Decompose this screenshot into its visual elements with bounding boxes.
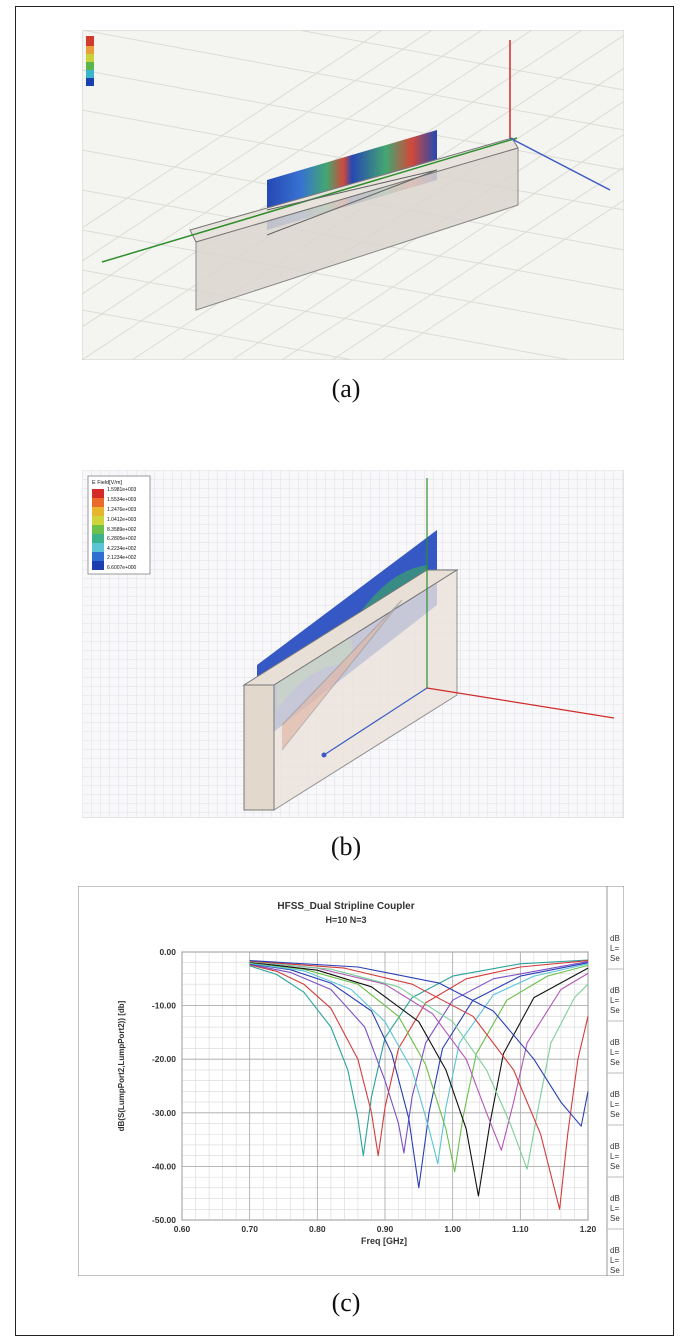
figure-frame [15,6,674,1336]
legend-tab-text: Se [610,1162,620,1171]
legend-tab-text: dB [610,1246,620,1255]
legend-tab-text: Se [610,1266,620,1275]
chart-grid [181,951,589,1221]
axis-blue [509,137,611,191]
chart-subtitle: H=10 N=3 [325,915,366,925]
y-axis-label: dB(S(LumpPort2,LumpPort2)) [db] [117,1000,126,1131]
legend-tab-text: L= [610,1152,619,1161]
s-parameter-chart: HFSS_Dual Stripline Coupler H=10 N=3 0.6… [77,885,625,1282]
x-tick-label: 0.90 [377,1224,394,1234]
caption-a: (a) [331,374,361,403]
legend-tab-text: dB [610,1194,620,1203]
legend-value: 1.5534e+003 [107,497,137,503]
legend-value: 2.1234e+002 [107,555,137,561]
x-tick-label: 1.00 [444,1224,461,1234]
legend-tab-text: L= [610,1204,619,1213]
x-tick-label: 0.80 [309,1224,326,1234]
chart-series [249,959,589,1210]
y-tick-labels: 0.00 -10.00 -20.00 -30.00 -40.00 -50.00 [152,947,176,1225]
axis-blue [323,687,428,756]
panel-c: HFSS_Dual Stripline Coupler H=10 N=3 0.6… [77,885,625,1282]
legend-tab-text: L= [610,1256,619,1265]
legend-tab-text: dB [610,1142,620,1151]
legend-tab-text: Se [610,1058,620,1067]
legend-tab-text: L= [610,1100,619,1109]
axis-red [426,687,615,719]
y-tick-label: -10.00 [152,1001,176,1011]
legend-value: 1.2476e+003 [107,507,137,513]
legend-tab-text: dB [610,1090,620,1099]
series-line-5 [249,962,589,1165]
y-tick-label: -20.00 [152,1054,176,1064]
legend-value: 6.6007e+000 [107,565,137,571]
x-tick-label: 0.70 [241,1224,258,1234]
legend-tab-text: dB [610,986,620,995]
y-tick-label: 0.00 [159,947,176,957]
series-line-9 [249,961,589,1170]
legend-tab-text: L= [610,944,619,953]
x-axis-label: Freq [GHz] [361,1236,407,1246]
legend-tab-text: dB [610,1038,620,1047]
series-line-4 [249,962,589,1189]
series-line-11 [249,960,589,1127]
series-line-10 [249,960,589,1210]
legend-tab-text: L= [610,1048,619,1057]
panel-b: E Field[V/m] 1.5981e+003 1.5534e+003 1.2… [81,469,625,819]
y-tick-label: -30.00 [152,1108,176,1118]
x-tick-label: 1.10 [512,1224,529,1234]
y-tick-label: -40.00 [152,1161,176,1171]
chart-title: HFSS_Dual Stripline Coupler [277,901,414,912]
legend-tab-text: L= [610,996,619,1005]
panel-a [0,0,692,411]
series-line-1 [249,959,589,1157]
legend-tab-text: dB [610,934,620,943]
legend-tab-text: Se [610,1214,620,1223]
legend-tab-text: Se [610,954,620,963]
x-tick-label: 0.60 [174,1224,191,1234]
series-line-3 [249,961,589,1154]
caption-b: (b) [330,832,362,861]
panel-b-render: E Field[V/m] 1.5981e+003 1.5534e+003 1.2… [81,469,625,819]
caption-c: (c) [331,1288,361,1317]
x-tick-label: 1.20 [580,1224,597,1234]
panel-a-render [0,0,692,411]
legend-tab-text: Se [610,1006,620,1015]
legend-value: 4.2234e+002 [107,546,137,552]
legend-value: 1.5981e+003 [107,487,137,493]
series-line-6 [249,962,589,1173]
x-tick-labels: 0.60 0.70 0.80 0.90 1.00 1.10 1.20 [174,1224,597,1234]
legend-tab-text: Se [610,1110,620,1119]
legend-title: E Field[V/m] [92,480,122,486]
y-tick-label: -50.00 [152,1215,176,1225]
legend-value: 6.2805e+002 [107,536,137,542]
legend-value: 1.0412e+003 [107,517,137,523]
series-line-2 [249,960,589,1157]
series-line-8 [249,961,589,1151]
legend-scale: 1.5981e+003 1.5534e+003 1.2476e+003 1.04… [92,487,137,571]
legend-value: 8.3589e+002 [107,527,137,533]
